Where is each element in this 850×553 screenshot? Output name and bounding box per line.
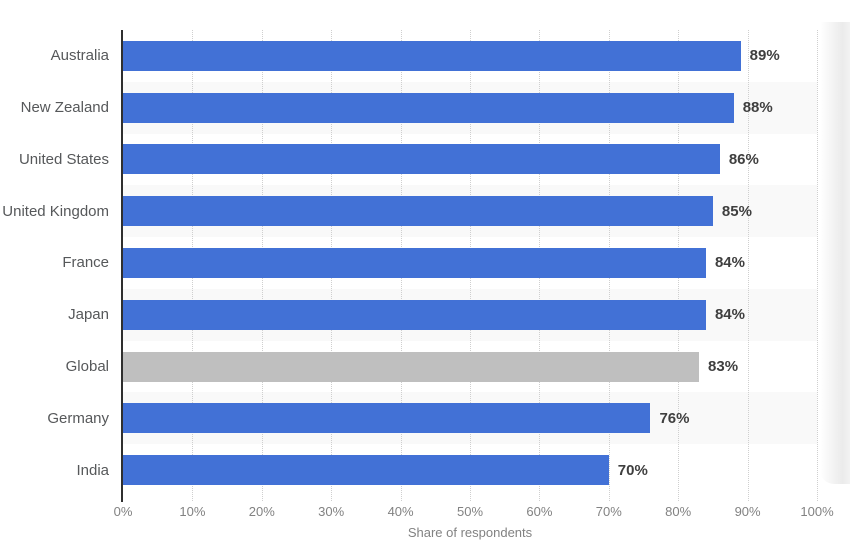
x-tick-label: 70% xyxy=(595,504,622,519)
x-tick-label: 20% xyxy=(248,504,275,519)
value-label: 70% xyxy=(617,461,648,479)
x-tick-label: 90% xyxy=(734,504,761,519)
category-label: Japan xyxy=(68,306,109,324)
bar xyxy=(123,196,713,227)
x-tick-label: 0% xyxy=(113,504,133,519)
bar xyxy=(123,248,706,278)
value-label: 86% xyxy=(728,150,759,168)
x-tick-label: 40% xyxy=(387,504,414,519)
bar xyxy=(123,403,651,434)
value-label: 84% xyxy=(714,306,745,324)
gridline xyxy=(817,30,818,501)
x-axis-title: Share of respondents xyxy=(407,525,533,540)
value-label: 88% xyxy=(742,99,773,117)
x-tick-label: 60% xyxy=(526,504,553,519)
category-label: Germany xyxy=(47,409,109,427)
bar xyxy=(123,351,700,382)
value-label: 84% xyxy=(714,254,745,272)
x-tick-label: 100% xyxy=(800,504,834,519)
x-tick-label: 50% xyxy=(456,504,484,519)
value-label: 89% xyxy=(749,47,780,65)
bar xyxy=(123,144,720,175)
value-label: 83% xyxy=(708,358,739,376)
x-tick-label: 10% xyxy=(179,504,206,519)
value-label: 76% xyxy=(659,409,690,427)
bar xyxy=(123,40,741,71)
value-label: 85% xyxy=(721,202,752,220)
bar xyxy=(123,299,706,330)
right-edge-shade xyxy=(820,22,850,484)
bar xyxy=(123,92,734,123)
bar xyxy=(123,455,609,486)
category-label: India xyxy=(76,461,109,479)
category-label: France xyxy=(62,254,109,272)
category-label: New Zealand xyxy=(20,99,109,117)
x-tick-label: 30% xyxy=(318,504,345,519)
category-label: Global xyxy=(65,358,109,376)
category-label: United Kingdom xyxy=(2,202,109,220)
x-tick-label: 80% xyxy=(665,504,692,519)
category-label: United States xyxy=(18,150,109,168)
category-label: Australia xyxy=(50,47,109,65)
